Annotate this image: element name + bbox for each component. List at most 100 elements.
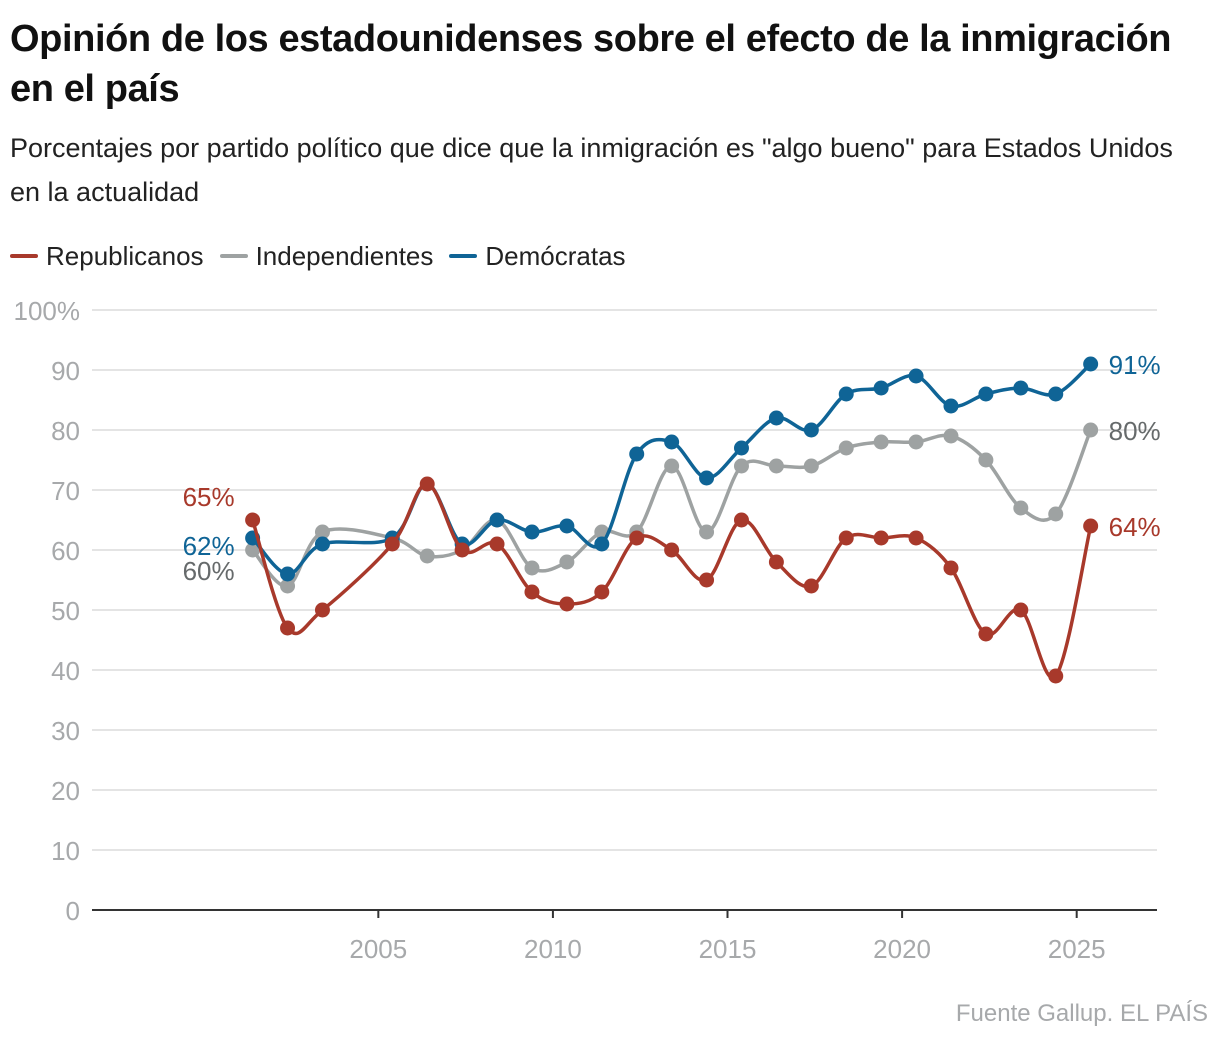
legend-swatch-independientes <box>219 254 248 258</box>
point-dem-13 <box>733 440 749 456</box>
point-rep-0 <box>245 512 261 528</box>
point-ind-22 <box>1048 506 1064 522</box>
point-dem-23 <box>1083 356 1099 372</box>
point-ind-14 <box>768 458 784 474</box>
line-ind <box>250 428 1093 588</box>
point-rep-12 <box>699 572 715 588</box>
point-ind-13 <box>733 458 749 474</box>
y-tick-label-70: 70 <box>51 476 80 506</box>
start-label-rep: 65% <box>183 482 235 512</box>
point-ind-15 <box>803 458 819 474</box>
start-label-ind: 60% <box>183 556 235 586</box>
point-dem-2 <box>314 536 330 552</box>
data-labels: 60% 80% 62% 91% 65% 64% <box>183 350 1161 586</box>
point-ind-1 <box>280 578 296 594</box>
point-rep-15 <box>803 578 819 594</box>
point-dem-14 <box>768 410 784 426</box>
chart-subtitle: Porcentajes por partido político que dic… <box>10 133 1173 207</box>
legend-swatch-democratas <box>449 254 478 258</box>
legend-item-republicanos: Republicanos <box>10 241 204 272</box>
point-dem-7 <box>524 524 540 540</box>
point-dem-10 <box>629 446 645 462</box>
x-tick-label-2015: 2015 <box>699 934 757 964</box>
y-tick-label-30: 30 <box>51 716 80 746</box>
point-rep-5 <box>454 542 470 558</box>
point-ind-16 <box>838 440 854 456</box>
point-dem-16 <box>838 386 854 402</box>
point-dem-9 <box>594 536 610 552</box>
x-tick-label-2005: 2005 <box>349 934 407 964</box>
legend-label-republicanos: Republicanos <box>46 240 204 271</box>
start-label-dem: 62% <box>183 531 235 561</box>
point-rep-14 <box>768 554 784 570</box>
point-rep-22 <box>1048 668 1064 684</box>
point-rep-11 <box>664 542 680 558</box>
point-ind-18 <box>908 434 924 450</box>
legend-item-democratas: Demócratas <box>449 240 626 272</box>
point-dem-6 <box>489 512 505 528</box>
point-ind-12 <box>699 524 715 540</box>
y-tick-label-20: 20 <box>51 776 80 806</box>
legend-item-independientes: Independientes <box>219 240 434 272</box>
y-tick-label-60: 60 <box>51 536 80 566</box>
point-ind-21 <box>1013 500 1029 516</box>
y-tick-label-90: 90 <box>51 356 80 386</box>
point-rep-4 <box>419 476 435 492</box>
point-ind-8 <box>559 554 575 570</box>
end-label-ind: 80% <box>1109 416 1161 446</box>
gridlines <box>92 309 1157 851</box>
y-tick-label-80: 80 <box>51 416 80 446</box>
point-rep-19 <box>943 560 959 576</box>
point-dem-17 <box>873 380 889 396</box>
x-tick-label-2025: 2025 <box>1048 934 1106 964</box>
point-dem-21 <box>1013 380 1029 396</box>
point-ind-4 <box>419 548 435 564</box>
axes: 0 10 20 30 40 50 60 70 80 90 100% 2005 2010 2015 2020 2… <box>14 296 1157 964</box>
point-rep-1 <box>280 620 296 636</box>
line-rep <box>250 482 1093 680</box>
point-ind-7 <box>524 560 540 576</box>
point-rep-23 <box>1083 518 1099 534</box>
y-tick-label-10: 10 <box>51 836 80 866</box>
point-dem-12 <box>699 470 715 486</box>
point-rep-21 <box>1013 602 1029 618</box>
source-note: Fuente Gallup. EL PAÍS <box>955 1000 1208 1027</box>
point-rep-6 <box>489 536 505 552</box>
point-rep-13 <box>733 512 749 528</box>
point-rep-7 <box>524 584 540 600</box>
point-ind-11 <box>664 458 680 474</box>
point-ind-19 <box>943 428 959 444</box>
point-dem-22 <box>1048 386 1064 402</box>
point-rep-9 <box>594 584 610 600</box>
point-dem-15 <box>803 422 819 438</box>
point-rep-2 <box>314 602 330 618</box>
point-rep-20 <box>978 626 994 642</box>
point-rep-3 <box>384 536 400 552</box>
end-label-rep: 64% <box>1109 512 1161 542</box>
point-dem-11 <box>664 434 680 450</box>
point-ind-17 <box>873 434 889 450</box>
series-ind <box>245 422 1099 594</box>
x-tick-label-2020: 2020 <box>873 934 931 964</box>
point-rep-8 <box>559 596 575 612</box>
legend-label-independientes: Independientes <box>255 240 434 271</box>
point-rep-10 <box>629 530 645 546</box>
x-tick-label-2010: 2010 <box>524 934 582 964</box>
point-rep-17 <box>873 530 889 546</box>
point-ind-0 <box>245 542 261 558</box>
y-tick-label-100: 100% <box>14 296 81 326</box>
legend-label-democratas: Demócratas <box>485 240 626 271</box>
point-dem-19 <box>943 398 959 414</box>
y-tick-label-50: 50 <box>51 596 80 626</box>
end-label-dem: 91% <box>1109 350 1161 380</box>
point-ind-23 <box>1083 422 1099 438</box>
y-tick-label-40: 40 <box>51 656 80 686</box>
point-dem-8 <box>559 518 575 534</box>
point-rep-18 <box>908 530 924 546</box>
series <box>245 356 1099 684</box>
point-ind-2 <box>314 524 330 540</box>
point-dem-1 <box>280 566 296 582</box>
point-dem-20 <box>978 386 994 402</box>
point-dem-18 <box>908 368 924 384</box>
